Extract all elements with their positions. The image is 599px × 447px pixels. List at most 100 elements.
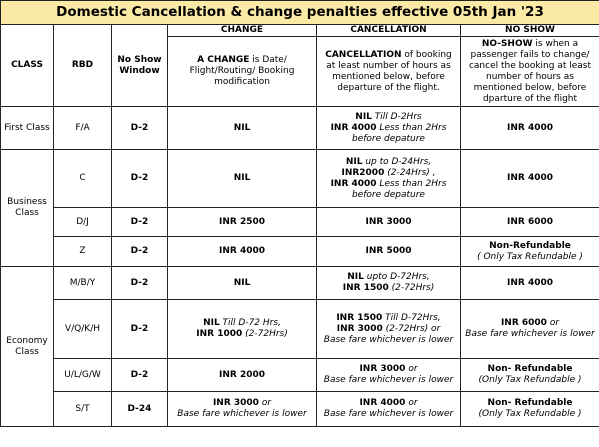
- cell-line-italic: Less than 2Hrs: [376, 122, 447, 133]
- rbd-cell: Z: [53, 236, 112, 267]
- header-cancellation: CANCELLATION: [316, 24, 461, 37]
- cell-line-italic: Base fare whichever is lower: [323, 375, 454, 385]
- cell-line-italic: Less than 2Hrs: [376, 178, 447, 189]
- cancellation-cell: NIL up to D-24Hrs, INR2000 (2-24Hrs) , INR…: [316, 149, 461, 208]
- table-row: Business Class C D-2 NIL NIL up to D-24Hrs, I…: [0, 149, 599, 267]
- cell-line-italic: Base fare whichever is lower: [465, 329, 595, 339]
- cell-line-italic: (2-24Hrs) ,: [384, 167, 436, 178]
- cell-line-bold: INR 4000: [507, 173, 553, 183]
- cell-line-italic: (Only Tax Refundable ): [478, 409, 582, 419]
- cell-line-bold: INR 4000: [507, 122, 553, 133]
- table-row: U/L/G/W D-2 INR 2000 INR 3000 or Base fare w…: [1, 358, 599, 392]
- cell-line: INR2000 (2-24Hrs) ,: [320, 168, 457, 179]
- cell-line-bold: INR 4000: [507, 277, 553, 288]
- cell-line-bold: INR 3000: [359, 364, 406, 374]
- cancellation-cell: INR 4000 or Base fare whichever is lower: [316, 391, 461, 427]
- cell-line: NIL Till D-72 Hrs,: [171, 318, 313, 329]
- cell-line: ( Only Tax Refundable ): [464, 252, 596, 263]
- cell-line: Base fare whichever is lower: [464, 329, 596, 340]
- cell-line-bold: INR 1000: [196, 329, 243, 339]
- cell-line-italic: or: [405, 364, 418, 374]
- no-show-cell: INR 4000: [460, 106, 599, 150]
- cell-line-bold: INR 6000: [507, 216, 553, 227]
- cancellation-cell: NIL upto D-72Hrs, INR 1500 (2-72Hrs): [316, 266, 461, 300]
- cell-line-bold: INR 1500: [342, 283, 389, 293]
- cell-line-italic: Base fare whichever is lower: [323, 409, 454, 419]
- rbd-cell: S/T: [53, 391, 112, 427]
- cell-line: NIL Till D-2Hrs: [320, 112, 457, 123]
- no-show-cell: INR 4000: [460, 149, 599, 208]
- table-row: V/Q/K/H D-2 NIL Till D-72 Hrs, INR 1000 (2-…: [1, 299, 599, 359]
- no-show-window-cell: D-2: [111, 358, 168, 392]
- cell-line: INR 3000 or: [320, 364, 457, 375]
- rbd-cell: D/J: [53, 207, 112, 237]
- class-cell-first: First Class: [0, 106, 54, 150]
- change-description: A CHANGE is Date/ Flight/Routing/ Bookin…: [167, 36, 317, 107]
- rbd-cell: M/B/Y: [53, 266, 112, 300]
- change-cell: INR 2000: [167, 358, 317, 392]
- cell-line-italic: (Only Tax Refundable ): [478, 375, 582, 385]
- change-cell: INR 2500: [167, 207, 317, 237]
- header-change: CHANGE: [167, 24, 317, 37]
- cell-line: NIL upto D-72Hrs,: [320, 272, 457, 283]
- cell-line-italic: ( Only Tax Refundable ): [477, 251, 583, 262]
- cell-line-italic: Till D-72Hrs,: [382, 312, 441, 323]
- table-row: S/T D-24 INR 3000 or Base fare whichever is…: [1, 391, 599, 427]
- no-show-cell: INR 4000: [460, 266, 599, 300]
- table-row: First Class F/A D-2 NIL NIL Till D-2Hrs INR 4…: [0, 106, 599, 150]
- cell-line-italic: Base fare whichever is lower: [177, 409, 307, 419]
- header-no-show-window: No Show Window: [111, 24, 168, 107]
- cell-line: INR 6000 or: [464, 318, 596, 329]
- cell-line: NIL up to D-24Hrs,: [320, 157, 457, 168]
- rbd-cell: V/Q/K/H: [53, 299, 112, 359]
- cell-line-bold: INR2000: [341, 167, 385, 178]
- change-cell: NIL Till D-72 Hrs, INR 1000 (2-72Hrs): [167, 299, 317, 359]
- change-cell: NIL: [167, 266, 317, 300]
- cancellation-description: CANCELLATION of booking at least number …: [316, 36, 461, 107]
- table-title: Domestic Cancellation & change penalties…: [0, 0, 599, 25]
- cell-line-bold: INR 4000: [359, 398, 406, 408]
- cell-line-italic: or: [258, 398, 272, 408]
- cell-line-bold: INR 4000: [330, 122, 377, 133]
- class-cell-economy: Economy Class: [0, 266, 54, 427]
- cell-line-italic: before depature: [352, 133, 425, 144]
- cell-line-italic: or: [405, 398, 418, 408]
- no-show-cell: INR 6000 or Base fare whichever is lower: [460, 299, 599, 359]
- no-show-cell: Non-Refundable( Only Tax Refundable ): [460, 236, 599, 267]
- change-cell: NIL: [167, 106, 317, 150]
- cell-line: INR 3000 or: [171, 398, 313, 409]
- table-row: Economy Class M/B/Y D-2 NIL NIL upto D-72Hrs…: [0, 266, 599, 427]
- cell-line-italic: (2-72Hrs): [388, 283, 435, 293]
- no-show-window-cell: D-2: [111, 236, 168, 267]
- cell-line-italic: Till D-72 Hrs,: [219, 318, 281, 328]
- cell-line-bold: NIL: [345, 156, 363, 167]
- cell-line: Non- Refundable: [464, 364, 596, 375]
- cell-line-bold: NIL: [203, 318, 220, 328]
- penalty-table: Domestic Cancellation & change penalties…: [0, 0, 599, 427]
- no-show-window-cell: D-2: [111, 266, 168, 300]
- no-show-window-cell: D-2: [111, 299, 168, 359]
- class-cell-business: Business Class: [0, 149, 54, 267]
- cell-line-bold: Non- Refundable: [487, 398, 573, 408]
- cell-line-italic: upto D-72Hrs,: [363, 272, 430, 282]
- cell-line-bold: NIL: [355, 111, 372, 122]
- cell-line: Base fare whichever is lower: [320, 375, 457, 386]
- cell-line: INR 4000: [464, 278, 596, 289]
- cell-line: INR 1000 (2-72Hrs): [171, 329, 313, 340]
- no-show-description: NO-SHOW is when a passenger fails to cha…: [460, 36, 599, 107]
- cancellation-cell: INR 3000 or Base fare whichever is lower: [316, 358, 461, 392]
- no-show-cell: Non- Refundable (Only Tax Refundable ): [460, 358, 599, 392]
- change-cell: INR 4000: [167, 236, 317, 267]
- rbd-cell: C: [53, 149, 112, 208]
- cell-line-italic: (2-72Hrs) or: [382, 323, 441, 334]
- table-row: Z D-2 INR 4000 INR 5000 Non-Refundable( Only…: [1, 236, 599, 267]
- cell-line-bold: NIL: [347, 272, 364, 282]
- no-show-window-cell: D-2: [111, 207, 168, 237]
- cell-line-italic: before depature: [352, 189, 425, 200]
- cell-line: (Only Tax Refundable ): [464, 409, 596, 420]
- no-show-window-cell: D-24: [111, 391, 168, 427]
- cell-line: before depature: [320, 134, 457, 145]
- change-cell: INR 3000 or Base fare whichever is lower: [167, 391, 317, 427]
- cell-line: INR 3000 (2-72Hrs) or: [320, 324, 457, 335]
- cell-line: before depature: [320, 190, 457, 201]
